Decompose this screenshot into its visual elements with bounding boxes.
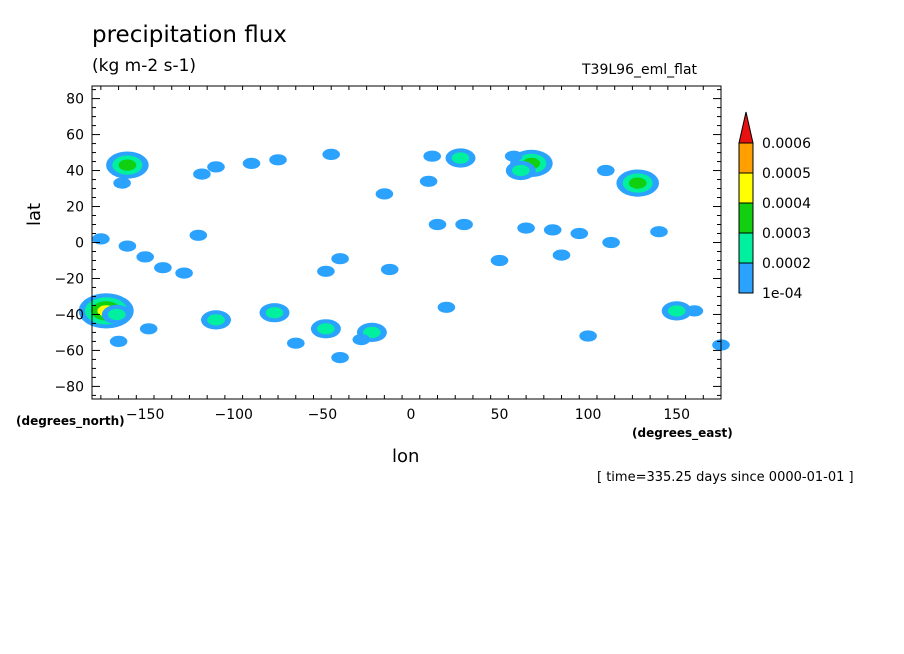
y-tick-label: 60 <box>66 128 84 144</box>
x-axis-label: lon <box>392 446 420 467</box>
x-tick-label: 150 <box>663 407 690 423</box>
x-tick-label: 50 <box>491 407 509 423</box>
colorbar-label: 1e-04 <box>762 286 802 302</box>
y-tick-label: −80 <box>54 379 84 395</box>
precip-cell-33-level-1 <box>419 175 438 187</box>
precip-cell-30-level-1 <box>455 218 473 231</box>
colorbar-segment-5 <box>738 142 754 174</box>
precip-cell-5-level-1 <box>118 240 137 252</box>
precip-cell-14-level-1 <box>269 154 287 166</box>
precip-cell-7-level-1 <box>154 262 172 274</box>
y-tick-label: −20 <box>54 271 84 287</box>
y-tick-label: −40 <box>54 307 84 323</box>
x-tick-label: 0 <box>406 407 415 423</box>
time-stamp: [ time=335.25 days since 0000-01-01 ] <box>597 470 854 485</box>
precip-cell-11-level-1 <box>193 168 211 180</box>
precip-cell-17-level-2 <box>207 314 225 326</box>
precip-cell-21-level-2 <box>363 326 381 338</box>
precip-cell-35-level-2 <box>512 164 530 177</box>
precip-cell-46-level-1 <box>437 301 456 313</box>
precip-cell-6-level-1 <box>136 251 154 263</box>
plot-frame <box>91 85 722 400</box>
precip-cell-42-level-3 <box>628 177 647 189</box>
precip-cell-19-level-1 <box>287 337 305 349</box>
precip-cell-4-level-1 <box>92 233 110 245</box>
precip-cell-9-level-1 <box>109 335 128 347</box>
precip-cell-28-level-1 <box>375 188 394 200</box>
precip-cell-29-level-1 <box>428 218 447 231</box>
colorbar-label: 0.0004 <box>762 196 811 212</box>
colorbar-label: 0.0006 <box>762 136 811 152</box>
colorbar-segment-1 <box>738 262 754 294</box>
precip-cell-38-level-1 <box>543 224 562 236</box>
precip-cell-45-level-1 <box>490 254 509 267</box>
precip-cell-23-level-1 <box>331 352 349 364</box>
y-tick-label: 20 <box>66 200 84 216</box>
x-tick-label: 100 <box>575 407 602 423</box>
colorbar: 1e-04 0.0002 0.0003 0.0004 0.0005 0.0006 <box>738 111 811 302</box>
precip-cell-15-level-1 <box>189 229 208 241</box>
colorbar-label: 0.0003 <box>762 226 811 242</box>
y-tick-label: 40 <box>66 164 84 180</box>
precip-cell-22-level-1 <box>352 334 371 346</box>
precip-cell-36-level-1 <box>504 150 523 162</box>
precip-cell-32-level-2 <box>451 152 470 164</box>
y-axis-label: lat <box>24 202 45 226</box>
chart-units: (kg m-2 s-1) <box>92 56 197 76</box>
y-unit-label: (degrees_north) <box>16 414 125 428</box>
colorbar-segment-3 <box>738 202 754 234</box>
precip-cell-39-level-1 <box>570 227 589 240</box>
precip-cell-18-level-2 <box>265 307 284 319</box>
precip-cell-8-level-1 <box>175 267 193 279</box>
precip-cell-24-level-1 <box>331 253 349 265</box>
precip-cell-49-level-1 <box>685 305 704 317</box>
x-tick-label: −100 <box>215 407 253 423</box>
precip-cell-44-level-1 <box>552 249 571 261</box>
precip-cell-10-level-1 <box>139 323 158 335</box>
y-tick-label: 80 <box>66 92 84 108</box>
axes: −150 −100 −50 0 50 100 150 −80 −60 −40 −20 0 20 40 60 8… <box>54 86 722 423</box>
precip-cell-20-level-2 <box>317 323 335 335</box>
colorbar-segment-4 <box>738 172 754 204</box>
colorbar-label: 0.0005 <box>762 166 811 182</box>
colorbar-segment-2 <box>738 232 754 264</box>
x-tick-label: −50 <box>308 407 338 423</box>
precip-cell-43-level-1 <box>597 164 615 177</box>
precip-cell-13-level-1 <box>242 157 261 169</box>
precip-cell-1-level-1 <box>113 177 131 189</box>
colorbar-extend-arrow <box>738 111 754 144</box>
precip-cell-40-level-1 <box>602 236 620 249</box>
precip-cell-0-level-3 <box>118 159 137 171</box>
precip-field <box>78 148 730 364</box>
precip-cell-3-level-2 <box>108 308 126 321</box>
precip-cell-37-level-1 <box>517 222 535 234</box>
x-unit-label: (degrees_east) <box>632 426 733 440</box>
precip-cell-31-level-1 <box>423 150 442 162</box>
precip-cell-26-level-1 <box>380 263 399 276</box>
precip-cell-47-level-1 <box>579 330 597 342</box>
precip-cell-27-level-1 <box>322 148 341 160</box>
precip-cell-48-level-2 <box>667 305 686 317</box>
precip-cell-25-level-1 <box>317 265 335 277</box>
y-tick-label: −60 <box>54 343 84 359</box>
y-tick-label: 0 <box>75 236 84 252</box>
precip-cell-41-level-1 <box>650 226 668 238</box>
x-tick-label: −150 <box>126 407 164 423</box>
colorbar-label: 0.0002 <box>762 256 811 272</box>
precip-cell-12-level-1 <box>207 161 225 173</box>
chart-title: precipitation flux <box>92 22 287 48</box>
model-name: T39L96_eml_flat <box>582 62 698 78</box>
